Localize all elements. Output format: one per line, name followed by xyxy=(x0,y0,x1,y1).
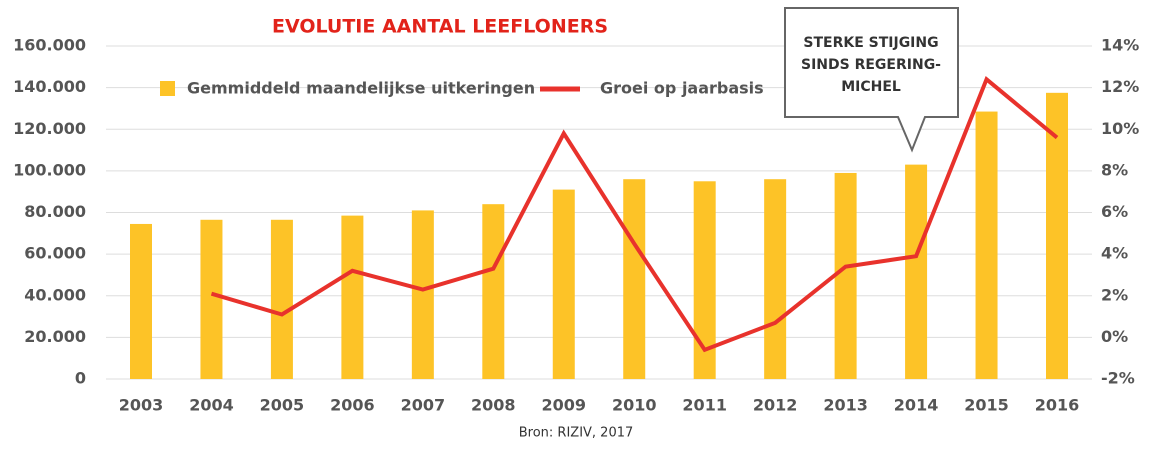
bar xyxy=(834,172,857,379)
y-tick-label: 140.000 xyxy=(13,77,86,96)
y2-tick-label: -2% xyxy=(1101,369,1135,388)
x-tick-label: 2013 xyxy=(823,396,868,415)
y2-tick-label: 12% xyxy=(1101,77,1139,96)
bar xyxy=(341,215,364,379)
y-tick-label: 40.000 xyxy=(24,285,86,304)
x-tick-label: 2004 xyxy=(189,396,234,415)
y2-tick-label: 2% xyxy=(1101,285,1128,304)
legend-label: Groei op jaarbasis xyxy=(600,79,764,98)
bar xyxy=(552,189,575,379)
y2-tick-label: 4% xyxy=(1101,244,1128,263)
y2-tick-label: 10% xyxy=(1101,119,1139,138)
bar xyxy=(411,210,434,379)
y-tick-label: 20.000 xyxy=(24,327,86,346)
x-tick-label: 2010 xyxy=(612,396,657,415)
bar xyxy=(693,181,716,379)
y-tick-label: 60.000 xyxy=(24,244,86,263)
line xyxy=(210,76,1059,353)
x-tick-label: 2003 xyxy=(119,396,164,415)
chart-title: EVOLUTIE AANTAL LEEFLONERS xyxy=(272,16,608,38)
bar xyxy=(270,219,293,379)
annotation: STERKE STIJGING xyxy=(803,35,938,51)
x-tick-label: 2005 xyxy=(260,396,305,415)
x-tick-label: 2006 xyxy=(330,396,375,415)
annotation: MICHEL xyxy=(841,79,901,95)
y-tick-label: 160.000 xyxy=(13,36,86,55)
x-tick-label: 2011 xyxy=(682,396,727,415)
x-tick-label: 2009 xyxy=(542,396,587,415)
callout xyxy=(784,7,959,153)
source: Bron: RIZIV, 2017 xyxy=(519,426,634,441)
bar xyxy=(905,164,928,379)
x-tick-label: 2015 xyxy=(964,396,1009,415)
bar xyxy=(482,204,505,379)
bar xyxy=(200,219,223,379)
y-tick-label: 120.000 xyxy=(13,119,86,138)
legend-label: Gemmiddeld maandelijkse uitkeringen xyxy=(187,79,535,98)
bar xyxy=(975,111,998,379)
x-tick-label: 2014 xyxy=(894,396,939,415)
legend-swatch xyxy=(160,81,175,96)
bar xyxy=(623,179,646,379)
y2-tick-label: 8% xyxy=(1101,160,1128,179)
y2-tick-label: 6% xyxy=(1101,202,1128,221)
bar xyxy=(1046,92,1068,379)
annotation: SINDS REGERING- xyxy=(801,57,941,73)
x-tick-label: 2008 xyxy=(471,396,516,415)
y2-tick-label: 14% xyxy=(1101,36,1139,55)
y2-tick-label: 0% xyxy=(1101,327,1128,346)
bar xyxy=(764,179,787,379)
x-tick-label: 2007 xyxy=(401,396,446,415)
bar xyxy=(130,223,152,379)
x-tick-label: 2012 xyxy=(753,396,798,415)
y-tick-label: 80.000 xyxy=(24,202,86,221)
x-tick-label: 2016 xyxy=(1035,396,1080,415)
y-tick-label: 0 xyxy=(75,369,86,388)
y-tick-label: 100.000 xyxy=(13,160,86,179)
